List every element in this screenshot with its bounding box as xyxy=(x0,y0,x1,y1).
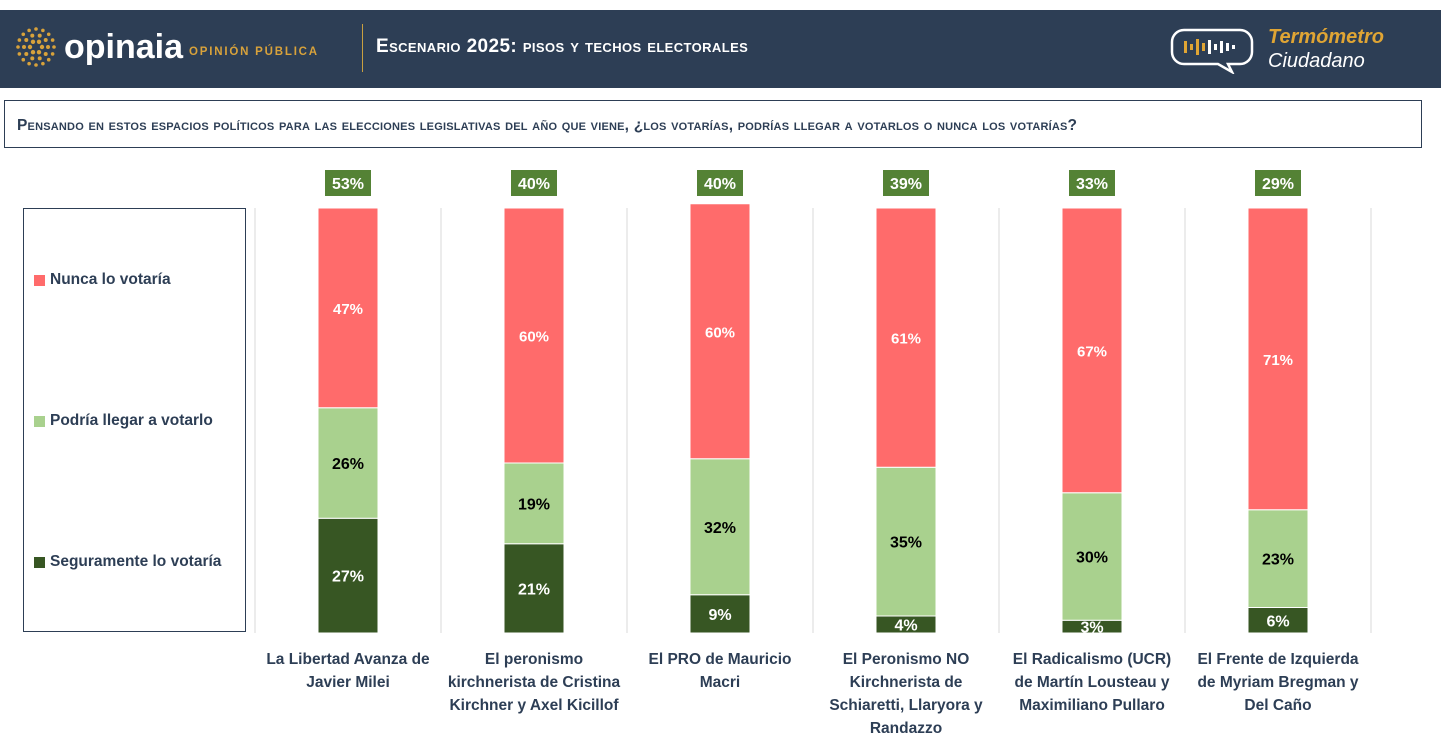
data-label-nunca-lo-votaria-4: 61% xyxy=(891,331,921,348)
category-label-6: El Frente de Izquierda de Myriam Bregman… xyxy=(1197,651,1359,714)
legend-swatch-seguramente xyxy=(34,556,45,568)
category-label-2: El peronismo kirchnerista de Cristina Ki… xyxy=(447,651,621,714)
legend-label-seguramente: Seguramente lo votaría xyxy=(50,553,222,570)
total-badge-6 xyxy=(1255,170,1301,196)
page-title: Escenario 2025: pisos y techos electoral… xyxy=(376,36,749,57)
bar-nunca-lo-votaria-5 xyxy=(1061,207,1123,494)
logo-subtitle: OPINIÓN PÚBLICA xyxy=(189,46,319,58)
opinaia-logo: opinaia OPINIÓN PÚBLICA xyxy=(14,22,319,72)
total-badge-4 xyxy=(883,170,929,196)
category-label-1: La Libertad Avanza de Javier Milei xyxy=(266,651,430,691)
data-label-nunca-lo-votaria-5: 67% xyxy=(1077,343,1107,360)
category-label-3: El PRO de Mauricio Macri xyxy=(648,651,792,691)
chart-legend: Nunca lo votaría Podría llegar a votarlo… xyxy=(23,208,246,632)
total-badge-3 xyxy=(697,170,743,196)
bar-podria-llegar-a-votarlo-1 xyxy=(317,407,379,519)
speech-bubble-icon xyxy=(1170,28,1254,74)
data-label-seguramente-lo-votaria-3: 9% xyxy=(708,607,731,624)
category-label-4: El Peronismo NO Kirchnerista de Schiaret… xyxy=(829,651,983,737)
bar-nunca-lo-votaria-2 xyxy=(503,207,565,464)
total-label-2: 40% xyxy=(518,176,550,193)
data-label-podria-llegar-a-votarlo-6: 23% xyxy=(1262,552,1294,569)
bar-nunca-lo-votaria-3 xyxy=(689,203,751,460)
bar-podria-llegar-a-votarlo-3 xyxy=(689,458,751,596)
total-badge-2 xyxy=(511,170,557,196)
total-badge-1 xyxy=(325,170,371,196)
question-box: Pensando en estos espacios políticos par… xyxy=(4,100,1422,148)
total-label-1: 53% xyxy=(332,176,364,193)
data-label-seguramente-lo-votaria-1: 27% xyxy=(332,569,364,586)
total-label-3: 40% xyxy=(704,176,736,193)
bar-nunca-lo-votaria-4 xyxy=(875,207,937,468)
data-label-podria-llegar-a-votarlo-4: 35% xyxy=(890,535,922,552)
data-label-nunca-lo-votaria-6: 71% xyxy=(1263,352,1293,369)
header-bar: opinaia OPINIÓN PÚBLICA Escenario 2025: … xyxy=(0,0,1441,88)
bar-seguramente-lo-votaria-3 xyxy=(689,594,751,634)
data-label-nunca-lo-votaria-2: 60% xyxy=(519,329,549,346)
data-label-seguramente-lo-votaria-5: 3% xyxy=(1080,620,1103,637)
bar-podria-llegar-a-votarlo-2 xyxy=(503,462,565,545)
data-label-podria-llegar-a-votarlo-1: 26% xyxy=(332,456,364,473)
legend-swatch-nunca xyxy=(34,274,45,286)
data-label-seguramente-lo-votaria-4: 4% xyxy=(894,618,917,635)
logo-wordmark: opinaia xyxy=(64,27,184,66)
brand-line-2: Ciudadano xyxy=(1268,50,1365,72)
bar-nunca-lo-votaria-6 xyxy=(1247,207,1309,511)
legend-label-podria: Podría llegar a votarlo xyxy=(50,412,213,429)
legend-label-nunca: Nunca lo votaría xyxy=(50,271,171,288)
total-label-5: 33% xyxy=(1076,176,1108,193)
survey-question: Pensando en estos espacios políticos par… xyxy=(17,117,1078,134)
data-label-nunca-lo-votaria-1: 47% xyxy=(333,301,363,318)
brand-line-1: Termómetro xyxy=(1268,26,1384,48)
data-label-seguramente-lo-votaria-6: 6% xyxy=(1266,613,1289,630)
bar-podria-llegar-a-votarlo-6 xyxy=(1247,509,1309,608)
legend-swatch-podria xyxy=(34,415,45,427)
termometro-ciudadano-logo: Termómetro Ciudadano xyxy=(1170,26,1430,76)
data-label-podria-llegar-a-votarlo-5: 30% xyxy=(1076,550,1108,567)
bar-seguramente-lo-votaria-2 xyxy=(503,543,565,634)
bar-podria-llegar-a-votarlo-4 xyxy=(875,466,937,617)
total-badge-5 xyxy=(1069,170,1115,196)
data-label-podria-llegar-a-votarlo-3: 32% xyxy=(704,520,736,537)
data-label-nunca-lo-votaria-3: 60% xyxy=(705,324,735,341)
legend-item-nunca: Nunca lo votaría xyxy=(34,271,171,289)
total-label-4: 39% xyxy=(890,176,922,193)
legend-item-seguramente: Seguramente lo votaría xyxy=(34,553,221,571)
sun-dots-icon xyxy=(16,27,56,67)
bar-nunca-lo-votaria-1 xyxy=(317,207,379,409)
legend-item-podria: Podría llegar a votarlo xyxy=(34,412,213,430)
data-label-podria-llegar-a-votarlo-2: 19% xyxy=(518,496,550,513)
header-top-strip xyxy=(0,0,1441,10)
category-label-5: El Radicalismo (UCR) de Martín Lousteau … xyxy=(1012,651,1172,714)
data-label-seguramente-lo-votaria-2: 21% xyxy=(518,581,550,598)
total-label-6: 29% xyxy=(1262,176,1294,193)
header-divider xyxy=(362,24,363,72)
